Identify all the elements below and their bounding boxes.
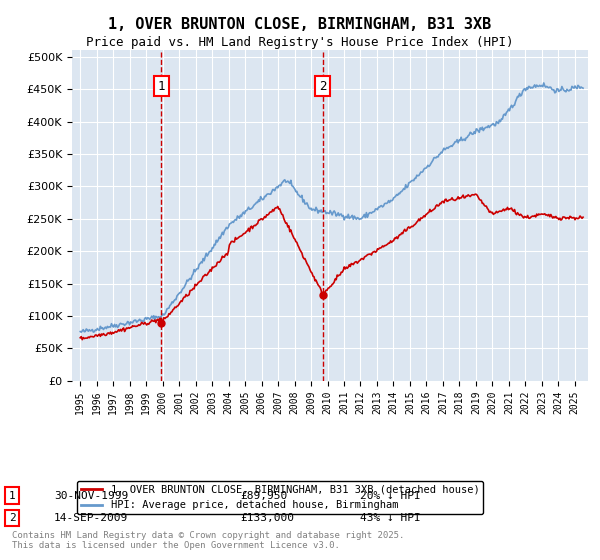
Text: £89,950: £89,950 [240, 491, 287, 501]
Text: £133,000: £133,000 [240, 513, 294, 523]
Text: 30-NOV-1999: 30-NOV-1999 [54, 491, 128, 501]
Text: 14-SEP-2009: 14-SEP-2009 [54, 513, 128, 523]
Text: Contains HM Land Registry data © Crown copyright and database right 2025.
This d: Contains HM Land Registry data © Crown c… [12, 530, 404, 550]
Text: 43% ↓ HPI: 43% ↓ HPI [360, 513, 421, 523]
Text: 1: 1 [8, 491, 16, 501]
Text: 2: 2 [8, 513, 16, 523]
Text: 2: 2 [319, 80, 326, 92]
Text: Price paid vs. HM Land Registry's House Price Index (HPI): Price paid vs. HM Land Registry's House … [86, 36, 514, 49]
Legend: 1, OVER BRUNTON CLOSE, BIRMINGHAM, B31 3XB (detached house), HPI: Average price,: 1, OVER BRUNTON CLOSE, BIRMINGHAM, B31 3… [77, 481, 484, 514]
Text: 1, OVER BRUNTON CLOSE, BIRMINGHAM, B31 3XB: 1, OVER BRUNTON CLOSE, BIRMINGHAM, B31 3… [109, 17, 491, 32]
Text: 1: 1 [158, 80, 165, 92]
Text: 20% ↓ HPI: 20% ↓ HPI [360, 491, 421, 501]
